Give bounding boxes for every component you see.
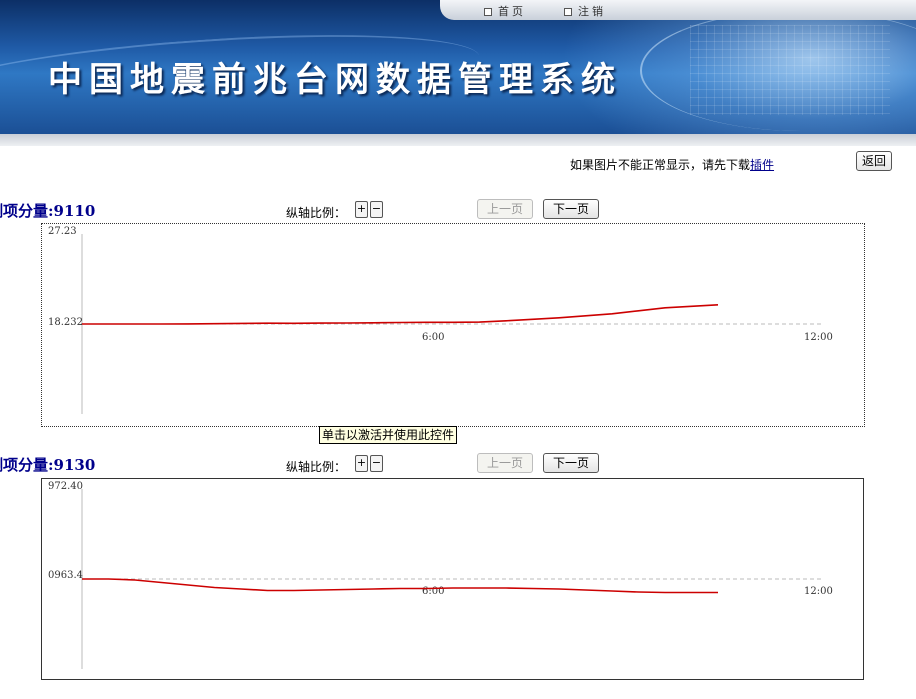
series-line bbox=[82, 578, 718, 594]
header-banner: 中国地震前兆台网数据管理系统 bbox=[0, 0, 916, 134]
nav-home-label: 首页 bbox=[498, 5, 526, 18]
nav-logout-label: 注销 bbox=[578, 5, 606, 18]
x-tick-label: 6:00 bbox=[422, 586, 444, 597]
plugin-download-link[interactable]: 插件 bbox=[750, 158, 775, 172]
scale-label: 纵轴比例： bbox=[286, 206, 347, 220]
section-title: 测项分量:9110 bbox=[0, 202, 96, 220]
notice-text: 如果图片不能正常显示，请先下载 bbox=[570, 158, 751, 172]
zoom-out-button[interactable]: − bbox=[370, 201, 383, 218]
scale-label: 纵轴比例： bbox=[286, 460, 347, 474]
y-mid-label: 18.232 bbox=[48, 317, 83, 328]
nav-logout-link[interactable]: 注销 bbox=[564, 3, 606, 19]
next-page-button[interactable]: 下一页 bbox=[543, 199, 599, 219]
plugin-notice: 如果图片不能正常显示，请先下载插件 bbox=[570, 156, 774, 173]
zoom-out-button[interactable]: − bbox=[370, 455, 383, 472]
zoom-in-button[interactable]: + bbox=[355, 455, 368, 472]
bullet-icon bbox=[484, 8, 492, 16]
prev-page-button[interactable]: 上一页 bbox=[477, 453, 533, 473]
x-tick-label: 12:00 bbox=[804, 586, 833, 597]
nav-home-link[interactable]: 首页 bbox=[484, 3, 526, 19]
y-max-label: 972.40 bbox=[48, 481, 83, 492]
prev-page-button[interactable]: 上一页 bbox=[477, 199, 533, 219]
chart-9130-svg: 972.40 0963.4 6:00 12:00 bbox=[48, 481, 833, 669]
app-title: 中国地震前兆台网数据管理系统 bbox=[48, 60, 622, 100]
chart-9110[interactable]: 27.23 18.232 6:00 12:00 bbox=[41, 223, 865, 427]
banner-grid-pattern bbox=[690, 25, 890, 115]
zoom-in-button[interactable]: + bbox=[355, 201, 368, 218]
y-mid-label: 0963.4 bbox=[48, 570, 83, 581]
activation-tooltip: 单击以激活并使用此控件 bbox=[319, 426, 458, 444]
x-tick-label: 6:00 bbox=[422, 332, 444, 343]
top-nav-bar: 首页 注销 bbox=[440, 0, 916, 20]
chart-9110-svg: 27.23 18.232 6:00 12:00 bbox=[48, 226, 833, 414]
back-button[interactable]: 返回 bbox=[856, 151, 892, 171]
y-max-label: 27.23 bbox=[48, 226, 77, 237]
next-page-button[interactable]: 下一页 bbox=[543, 453, 599, 473]
x-tick-label: 12:00 bbox=[804, 332, 833, 343]
bullet-icon bbox=[564, 8, 572, 16]
section-title: 测项分量:9130 bbox=[0, 456, 96, 474]
chart-9130[interactable]: 972.40 0963.4 6:00 12:00 bbox=[41, 478, 864, 680]
header-divider bbox=[0, 134, 916, 146]
series-line bbox=[82, 304, 719, 325]
